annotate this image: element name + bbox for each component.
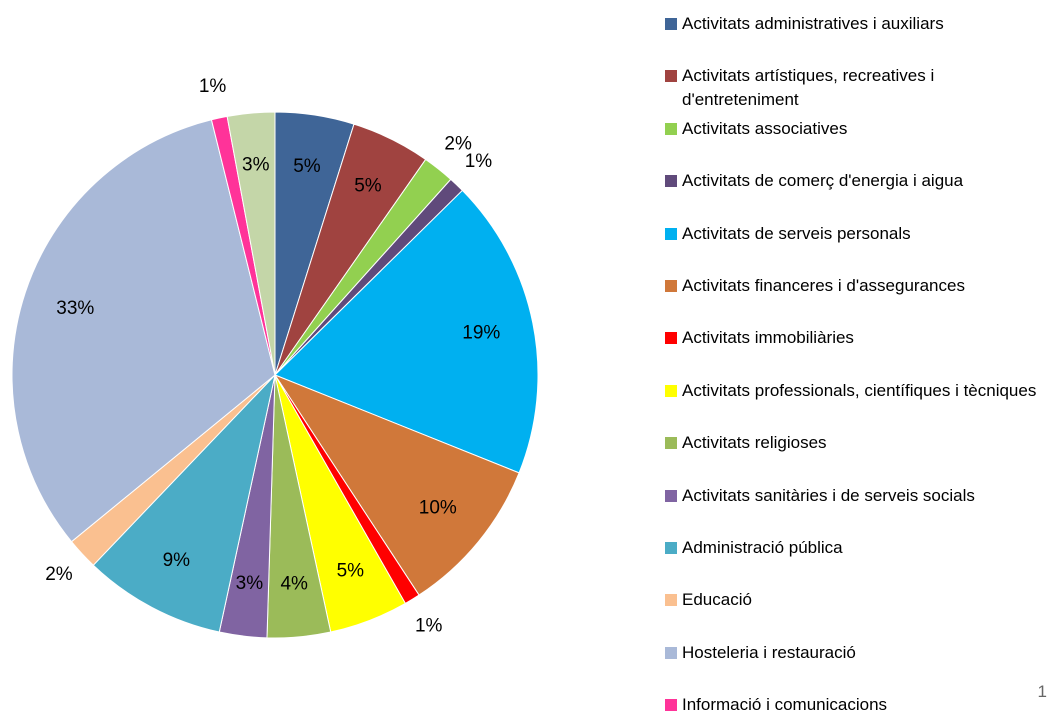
legend-entry: Hosteleria i restauració bbox=[665, 641, 1050, 665]
data-label: 3% bbox=[242, 154, 270, 175]
legend-entry: Educació bbox=[665, 588, 1050, 612]
legend-entry: Activitats artístiques, recreatives i d'… bbox=[665, 64, 1050, 112]
legend-entry: Activitats religioses bbox=[665, 431, 1050, 455]
legend-label: Administració pública bbox=[682, 538, 843, 557]
legend-label: Activitats associatives bbox=[682, 118, 848, 138]
legend-label: Activitats administratives i auxiliars bbox=[682, 14, 944, 33]
legend-entry: Activitats professionals, científiques i… bbox=[665, 379, 1050, 403]
data-label: 1% bbox=[465, 151, 493, 172]
data-label: 5% bbox=[354, 175, 382, 196]
data-label: 2% bbox=[45, 564, 73, 585]
legend-entry: Administració pública bbox=[665, 536, 1050, 560]
legend-label: Educació bbox=[682, 590, 752, 610]
legend-swatch bbox=[665, 542, 677, 554]
legend-swatch bbox=[665, 437, 677, 450]
pie-slice bbox=[274, 189, 539, 474]
legend-label: Activitats artístiques, recreatives i d'… bbox=[682, 66, 935, 110]
legend-label: Activitats sanitàries i de serveis socia… bbox=[682, 485, 975, 505]
data-label: 3% bbox=[236, 573, 264, 594]
legend-swatch bbox=[665, 384, 677, 397]
data-label: 10% bbox=[419, 497, 457, 518]
legend-label: Activitats immobiliàries bbox=[682, 328, 854, 348]
legend-entry: Activitats administratives i auxiliars bbox=[665, 12, 1050, 36]
legend-entry: Activitats immobiliàries bbox=[665, 326, 1050, 350]
data-label: 33% bbox=[56, 298, 94, 319]
legend-entry: Activitats associatives bbox=[665, 117, 1050, 141]
legend-swatch bbox=[665, 70, 677, 83]
legend-entry: Activitats de comerç d'energia i aigua bbox=[665, 169, 1050, 193]
pie-slice bbox=[92, 373, 276, 633]
legend-swatch bbox=[665, 175, 677, 188]
data-label: 19% bbox=[462, 323, 500, 344]
legend-label: Activitats financeres i d'assegurances bbox=[682, 276, 965, 295]
legend-label: Activitats de serveis personals bbox=[682, 223, 911, 243]
page-number: 1 bbox=[1037, 682, 1047, 701]
data-label: 9% bbox=[163, 550, 191, 571]
legend-label: Activitats religioses bbox=[682, 433, 827, 453]
legend-label: Activitats de comerç d'energia i aigua bbox=[682, 171, 964, 191]
pie-chart: 5%5%2%1%19%10%1%5%4%3%9%2%33%1%3% bbox=[11, 76, 539, 639]
legend-swatch bbox=[665, 646, 677, 659]
data-label: 1% bbox=[415, 615, 443, 636]
legend-swatch bbox=[665, 489, 677, 502]
legend-entry: Activitats sanitàries i de serveis socia… bbox=[665, 484, 1050, 508]
legend-entry: Activitats financeres i d'assegurances bbox=[665, 274, 1050, 298]
legend-swatch bbox=[665, 280, 677, 292]
legend-label: Activitats professionals, científiques i… bbox=[682, 380, 1037, 400]
legend-label: Hosteleria i restauració bbox=[682, 642, 856, 662]
legend-swatch bbox=[665, 332, 677, 345]
data-label: 2% bbox=[444, 133, 472, 154]
legend-entry: Activitats de serveis personals bbox=[665, 222, 1050, 246]
legend-swatch bbox=[665, 594, 677, 607]
legend-entry: Informació i comunicacions bbox=[665, 693, 1050, 711]
data-label: 1% bbox=[199, 76, 227, 97]
data-label: 5% bbox=[337, 560, 365, 581]
pie-slice bbox=[273, 373, 520, 596]
data-label: 5% bbox=[293, 156, 321, 177]
data-label: 4% bbox=[280, 574, 308, 595]
legend-swatch bbox=[665, 122, 677, 135]
legend-swatch bbox=[665, 699, 677, 711]
legend-label: Informació i comunicacions bbox=[682, 695, 888, 711]
legend-swatch bbox=[665, 18, 677, 30]
pie-slice bbox=[226, 111, 276, 376]
legend-swatch bbox=[665, 227, 677, 240]
pie-slice bbox=[11, 119, 276, 543]
